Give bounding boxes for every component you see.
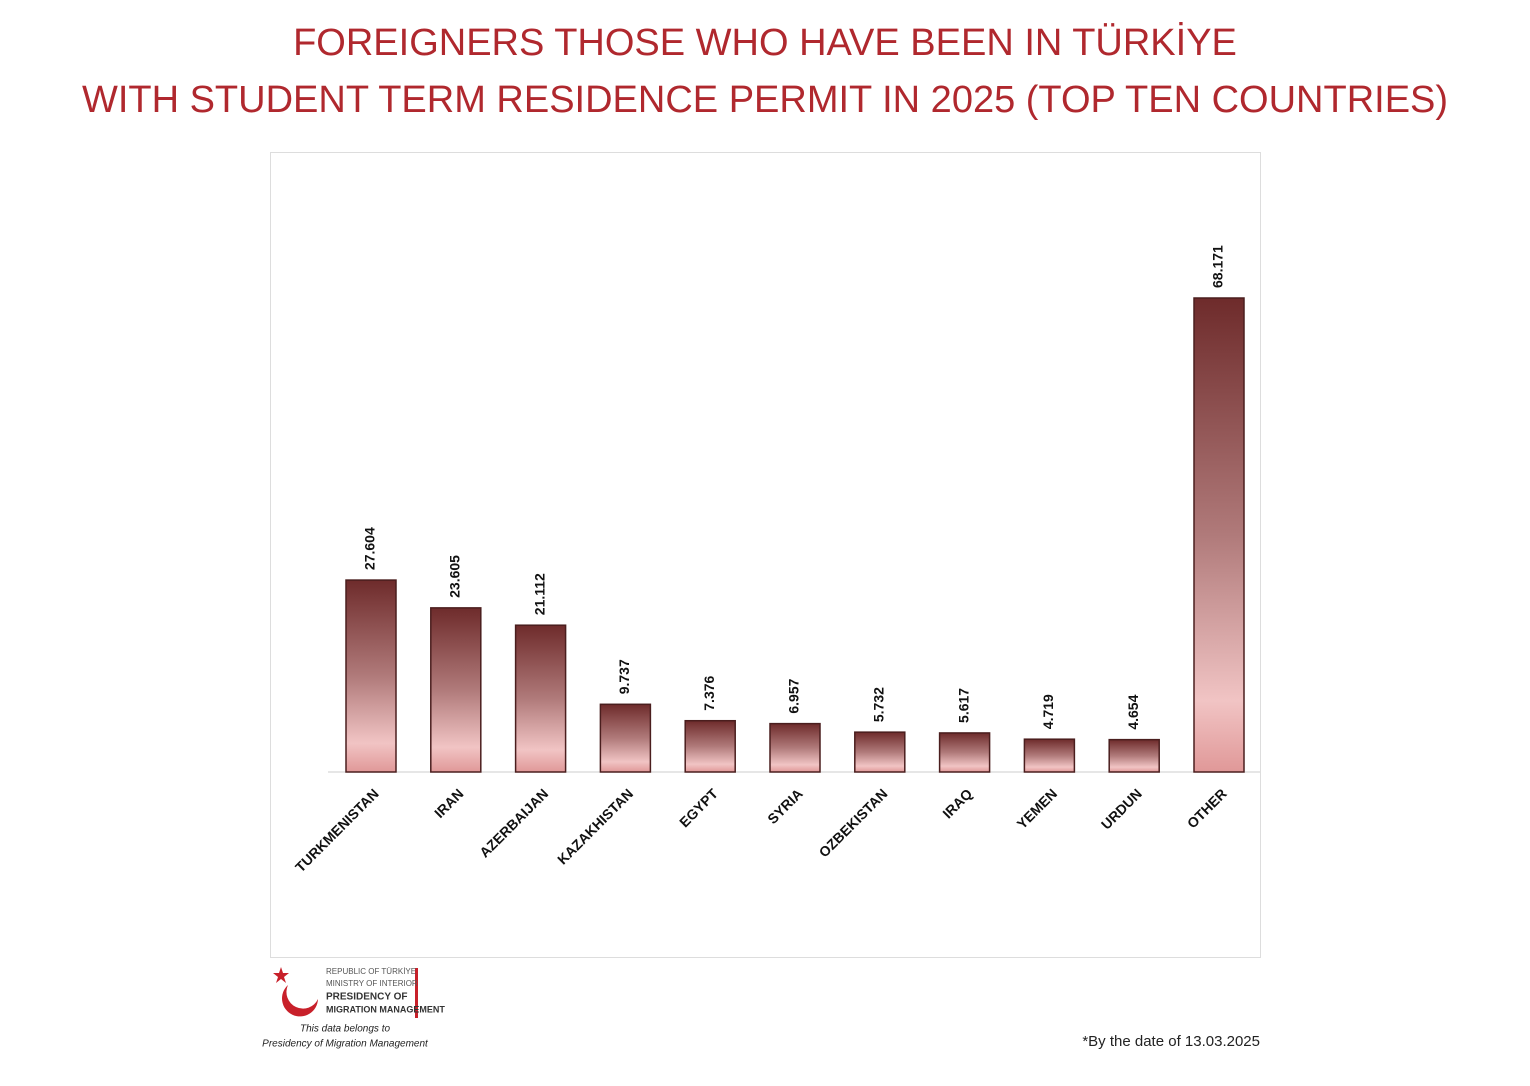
bar (769, 722, 821, 773)
bar (345, 579, 397, 773)
logo-star (273, 967, 289, 983)
value-label: 4.654 (1125, 694, 1141, 729)
logo-text: MINISTRY OF INTERIOR (326, 979, 418, 988)
logo-bar (415, 968, 418, 1018)
logo-text: MIGRATION MANAGEMENT (326, 1004, 445, 1014)
bar (1108, 738, 1160, 773)
bar (514, 624, 567, 773)
source-text: Presidency of Migration Management (262, 1039, 429, 1050)
bar (1023, 738, 1076, 773)
value-label: 27.604 (362, 527, 378, 570)
plot-frame (270, 152, 1261, 958)
value-label: 5.617 (955, 688, 971, 723)
value-label: 68.171 (1210, 245, 1226, 288)
logo-text: REPUBLIC OF TÜRKİYE (326, 967, 416, 976)
bar (430, 607, 482, 773)
bar (599, 703, 652, 773)
value-label: 9.737 (616, 659, 632, 694)
bar (684, 719, 736, 773)
chart-title: WITH STUDENT TERM RESIDENCE PERMIT IN 20… (82, 79, 1448, 121)
bar (854, 731, 906, 773)
value-label: 7.376 (701, 675, 717, 710)
source-text: This data belongs to (300, 1024, 390, 1035)
bar (938, 732, 991, 773)
footnote: *By the date of 13.03.2025 (1082, 1033, 1260, 1050)
value-label: 4.719 (1040, 694, 1056, 729)
chart-title: FOREIGNERS THOSE WHO HAVE BEEN IN TÜRKİY… (293, 21, 1237, 64)
value-label: 21.112 (531, 573, 547, 615)
value-label: 6.957 (786, 678, 802, 713)
logo: REPUBLIC OF TÜRKİYE MINISTRY OF INTERIOR… (262, 967, 445, 1050)
value-label: 5.732 (871, 687, 887, 722)
logo-text: PRESIDENCY OF (326, 992, 408, 1003)
logo-crescent (282, 985, 318, 1017)
value-label: 23.605 (447, 555, 463, 598)
bar (1193, 297, 1245, 773)
